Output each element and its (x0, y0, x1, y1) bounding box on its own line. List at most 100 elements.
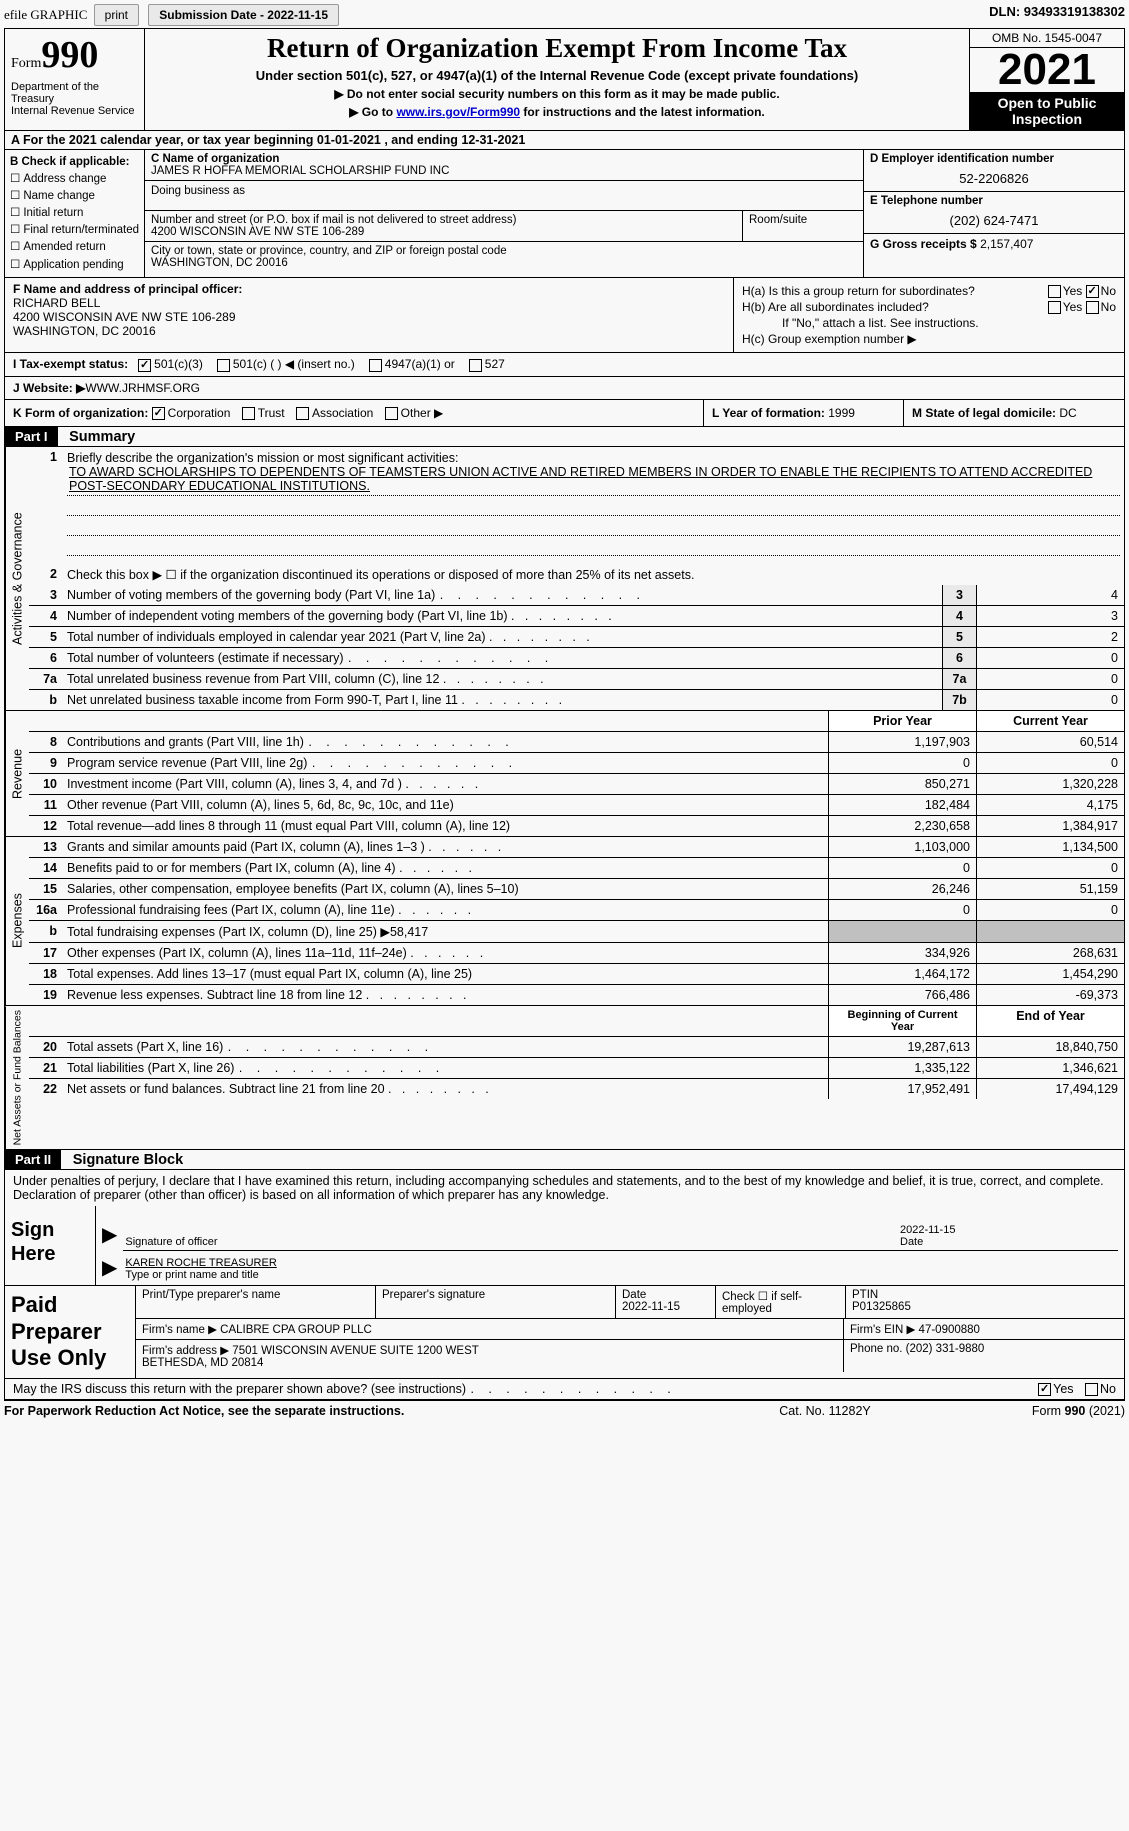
mission-blank-3 (67, 540, 1120, 556)
ln-4-box: 4 (942, 606, 976, 626)
prep-firm-addr: Firm's address ▶ 7501 WISCONSIN AVENUE S… (136, 1340, 844, 1372)
prep-firm-ein-lbl: Firm's EIN ▶ (850, 1324, 915, 1336)
ha-no[interactable] (1086, 285, 1099, 298)
chk-amended-return[interactable]: Amended return (10, 239, 139, 255)
k-o1-lbl: Corporation (168, 406, 231, 420)
ln-10-text: Investment income (Part VIII, column (A)… (63, 774, 828, 794)
ln-3-box: 3 (942, 585, 976, 605)
part-2-hdr: Part II Signature Block (5, 1150, 1124, 1170)
prep-firm-name-lbl: Firm's name ▶ (142, 1324, 217, 1336)
c-city: City or town, state or province, country… (145, 242, 863, 272)
hb-no[interactable] (1086, 301, 1099, 314)
may-irs-yes[interactable] (1038, 1383, 1051, 1396)
ln-17-text: Other expenses (Part IX, column (A), lin… (63, 943, 828, 963)
ln-13-num: 13 (29, 837, 63, 857)
mission-text: TO AWARD SCHOLARSHIPS TO DEPENDENTS OF T… (67, 465, 1120, 496)
hb-yn: Yes No (1048, 300, 1116, 314)
i-527[interactable]: 527 (469, 357, 505, 371)
footer: For Paperwork Reduction Act Notice, see … (4, 1401, 1125, 1421)
vlabel-activities: Activities & Governance (5, 447, 29, 710)
prep-ptin-val: P01325865 (852, 1301, 911, 1313)
ln-20-prior: 19,287,613 (828, 1037, 976, 1057)
c-name-label: C Name of organization (151, 153, 279, 165)
i-4947[interactable]: 4947(a)(1) or (369, 357, 455, 371)
ln-14-text: Benefits paid to or for members (Part IX… (63, 858, 828, 878)
ln-16a-text: Professional fundraising fees (Part IX, … (63, 900, 828, 920)
ln-18-curr: 1,454,290 (976, 964, 1124, 984)
f-name: RICHARD BELL (13, 296, 100, 310)
may-irs: May the IRS discuss this return with the… (5, 1379, 1124, 1400)
k-corp[interactable] (152, 407, 165, 420)
city-label: City or town, state or province, country… (151, 245, 507, 257)
col-b: B Check if applicable: Address change Na… (5, 150, 145, 277)
ln-7b-num: b (29, 690, 63, 710)
ln-5-val: 2 (976, 627, 1124, 647)
prep-check: Check ☐ if self-employed (716, 1286, 846, 1318)
chk-initial-return[interactable]: Initial return (10, 205, 139, 221)
ha-yes[interactable] (1048, 285, 1061, 298)
ln-20-curr: 18,840,750 (976, 1037, 1124, 1057)
hdr-curr: Current Year (976, 711, 1124, 731)
ln-21-num: 21 (29, 1058, 63, 1078)
submission-date-button[interactable]: Submission Date - 2022-11-15 (148, 4, 339, 26)
ln-hdr2-text (63, 1006, 828, 1036)
k-trust[interactable] (242, 407, 255, 420)
col-c-left: C Name of organization JAMES R HOFFA MEM… (145, 150, 864, 277)
l-val: 1999 (828, 406, 855, 420)
m-val: DC (1059, 406, 1076, 420)
may-irs-no[interactable] (1085, 1383, 1098, 1396)
ln-5-text: Total number of individuals employed in … (63, 627, 942, 647)
f-addr1: 4200 WISCONSIN AVE NW STE 106-289 (13, 310, 236, 324)
ln-7b-text: Net unrelated business taxable income fr… (63, 690, 942, 710)
hb-yes[interactable] (1048, 301, 1061, 314)
prep-firm-name: Firm's name ▶ CALIBRE CPA GROUP PLLC (136, 1319, 844, 1339)
prep-print-name: Print/Type preparer's name (136, 1286, 376, 1318)
print-button[interactable]: print (94, 4, 139, 26)
form990-link[interactable]: www.irs.gov/Form990 (396, 105, 520, 119)
dln: DLN: 93493319138302 (989, 4, 1125, 19)
ln-19-curr: -69,373 (976, 985, 1124, 1005)
chk-address-change[interactable]: Address change (10, 171, 139, 187)
k-label: K Form of organization: (13, 406, 148, 420)
ln-14-num: 14 (29, 858, 63, 878)
i-501c[interactable]: 501(c) ( ) ◀ (insert no.) (217, 357, 355, 371)
ln-18-text: Total expenses. Add lines 13–17 (must eq… (63, 964, 828, 984)
ln-3-text: Number of voting members of the governin… (63, 585, 942, 605)
k-other[interactable] (385, 407, 398, 420)
ln-9-text: Program service revenue (Part VIII, line… (63, 753, 828, 773)
may-irs-yn: Yes No (1038, 1382, 1116, 1396)
ln-8-text: Contributions and grants (Part VIII, lin… (63, 732, 828, 752)
i-o4-lbl: 527 (485, 357, 505, 371)
ln-8-curr: 60,514 (976, 732, 1124, 752)
ln-16b-text: Total fundraising expenses (Part IX, col… (63, 921, 828, 942)
ln-7b-box: 7b (942, 690, 976, 710)
ln-5-num: 5 (29, 627, 63, 647)
preparer-label: Paid Preparer Use Only (5, 1286, 135, 1377)
ln-21-text: Total liabilities (Part X, line 26) (63, 1058, 828, 1078)
b-label: B Check if applicable: (10, 154, 139, 170)
chk-final-return[interactable]: Final return/terminated (10, 222, 139, 238)
sign-arrow-2-icon: ▶ (102, 1255, 117, 1283)
prep-date-lbl: Date (622, 1289, 646, 1301)
k-o3-lbl: Association (312, 406, 373, 420)
ha-label: H(a) Is this a group return for subordin… (742, 284, 1048, 298)
hdr-end: End of Year (976, 1006, 1124, 1036)
chk-application-pending[interactable]: Application pending (10, 257, 139, 273)
ln-15-num: 15 (29, 879, 63, 899)
i-501c3[interactable]: 501(c)(3) (138, 357, 203, 371)
hdr-beg: Beginning of Current Year (828, 1006, 976, 1036)
footer-paperwork: For Paperwork Reduction Act Notice, see … (4, 1404, 725, 1418)
g-gross-label: G Gross receipts $ (870, 237, 980, 251)
i-o1-lbl: 501(c)(3) (154, 357, 203, 371)
ln-11-text: Other revenue (Part VIII, column (A), li… (63, 795, 828, 815)
row-a: A For the 2021 calendar year, or tax yea… (5, 131, 1124, 150)
part-1-hdr: Part I Summary (5, 427, 1124, 447)
col-f: F Name and address of principal officer:… (5, 278, 734, 353)
e-tel: E Telephone number (202) 624-7471 (864, 192, 1124, 234)
form-title: Return of Organization Exempt From Incom… (153, 33, 961, 64)
row-fh: F Name and address of principal officer:… (5, 278, 1124, 354)
section-bc: B Check if applicable: Address change Na… (5, 150, 1124, 278)
chk-name-change[interactable]: Name change (10, 188, 139, 204)
k-assoc[interactable] (296, 407, 309, 420)
dba-label: Doing business as (151, 185, 245, 197)
